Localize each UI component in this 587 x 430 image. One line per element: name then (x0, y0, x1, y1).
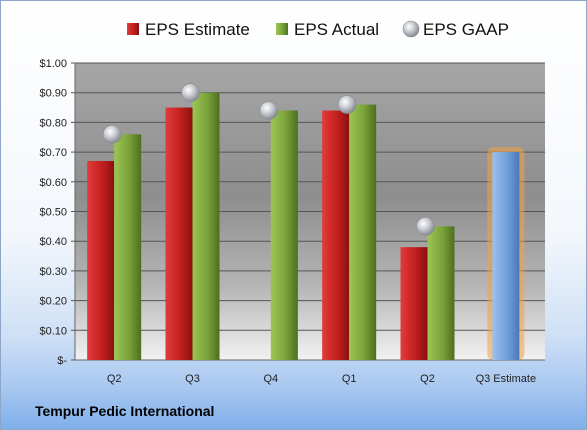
y-tick-label: $- (57, 355, 67, 367)
eps-gaap-marker (181, 83, 200, 102)
eps-estimate-bar (165, 107, 193, 360)
eps-estimate-bar (322, 110, 350, 361)
legend-label: EPS Estimate (145, 20, 250, 39)
legend-label: EPS Actual (294, 20, 379, 39)
eps-actual-bar (114, 134, 142, 360)
y-tick-label: $0.20 (39, 296, 67, 308)
y-tick-label: $1.00 (39, 58, 67, 70)
x-tick-label: Q3 (185, 373, 200, 385)
eps-gaap-marker (102, 124, 122, 144)
y-tick-label: $0.70 (39, 147, 67, 159)
company-name: Tempur Pedic International (35, 403, 215, 419)
legend-label: EPS GAAP (423, 20, 509, 39)
eps-actual-bar (427, 226, 455, 360)
x-tick-label: Q3 Estimate (476, 373, 537, 385)
eps-gaap-marker (337, 95, 357, 114)
legend-swatch-eps-actual (276, 23, 288, 35)
legend-swatch-eps-gaap (402, 20, 420, 38)
eps-gaap-marker (416, 217, 435, 236)
eps-actual-bar (349, 104, 377, 360)
x-tick-label: Q2 (107, 373, 122, 385)
y-tick-label: $0.30 (39, 266, 67, 278)
y-tick-label: $0.10 (39, 325, 67, 337)
y-tick-label: $0.50 (39, 207, 67, 219)
y-tick-label: $0.90 (39, 88, 67, 100)
y-tick-label: $0.60 (39, 177, 67, 189)
eps-actual-bar (270, 110, 298, 361)
x-tick-label: Q4 (263, 373, 278, 385)
x-tick-label: Q2 (420, 373, 435, 385)
y-tick-label: $0.40 (39, 236, 67, 248)
eps-estimate-bar (87, 161, 115, 360)
eps-estimate-bar (400, 247, 428, 360)
q3-estimate-bar (492, 152, 520, 360)
y-tick-label: $0.80 (39, 117, 67, 129)
eps-actual-bar (192, 92, 220, 360)
legend-swatch-eps-estimate (127, 23, 139, 35)
eps-gaap-marker (259, 101, 279, 120)
x-tick-label: Q1 (342, 373, 357, 385)
